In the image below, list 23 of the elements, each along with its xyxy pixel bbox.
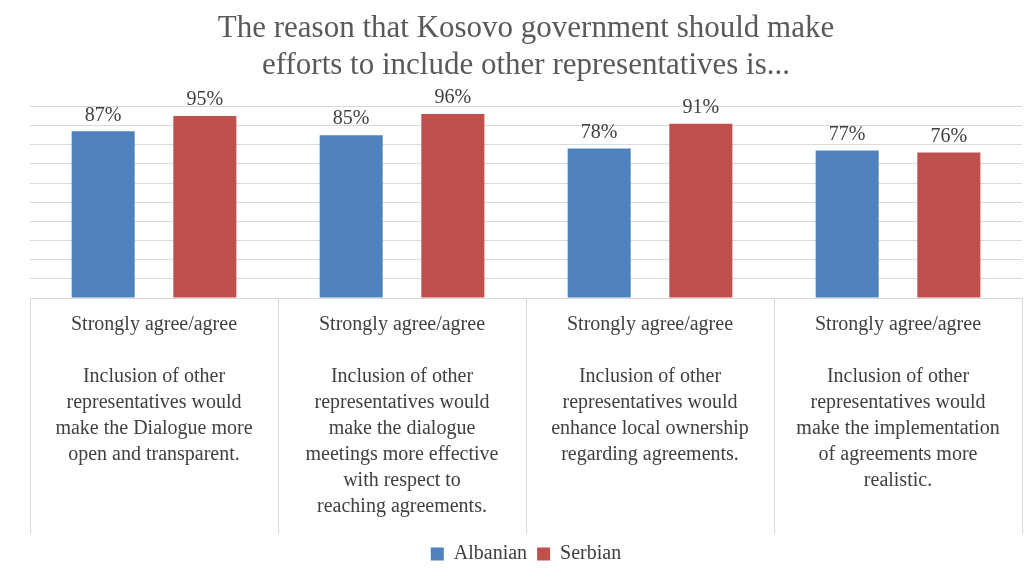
legend-label: Albanian — [453, 541, 528, 564]
data-label: 91% — [682, 94, 720, 117]
bar — [421, 114, 485, 298]
data-label: 77% — [828, 121, 866, 144]
bar — [917, 152, 981, 298]
data-label: 76% — [930, 123, 968, 146]
data-label: 87% — [84, 102, 122, 125]
category-label: Strongly agree/agree Inclusion of other representatives would enhance local ownership regarding agreements. — [551, 312, 749, 465]
legend-label: Serbian — [560, 541, 622, 564]
chart-title: The reason that Kosovo government should make efforts to include other representatives is... — [217, 8, 835, 81]
bar — [173, 115, 237, 298]
bar — [567, 148, 631, 298]
category-label: Strongly agree/agree Inclusion of other representatives would make the dialogue meetings more effective with respect to reaching agreements. — [305, 312, 499, 517]
bar — [71, 131, 135, 298]
bar — [815, 150, 879, 298]
category-label: Strongly agree/agree Inclusion of other representatives would make the Dialogue more open and transparent. — [55, 312, 253, 465]
data-label: 78% — [580, 119, 618, 142]
category-label: Strongly agree/agree Inclusion of other representatives would make the implementation of agreements more realistic. — [796, 312, 1000, 491]
data-label: 96% — [434, 85, 472, 108]
bar — [669, 123, 733, 298]
data-label: 85% — [332, 106, 370, 129]
bar — [319, 135, 383, 298]
data-label: 95% — [186, 87, 224, 110]
